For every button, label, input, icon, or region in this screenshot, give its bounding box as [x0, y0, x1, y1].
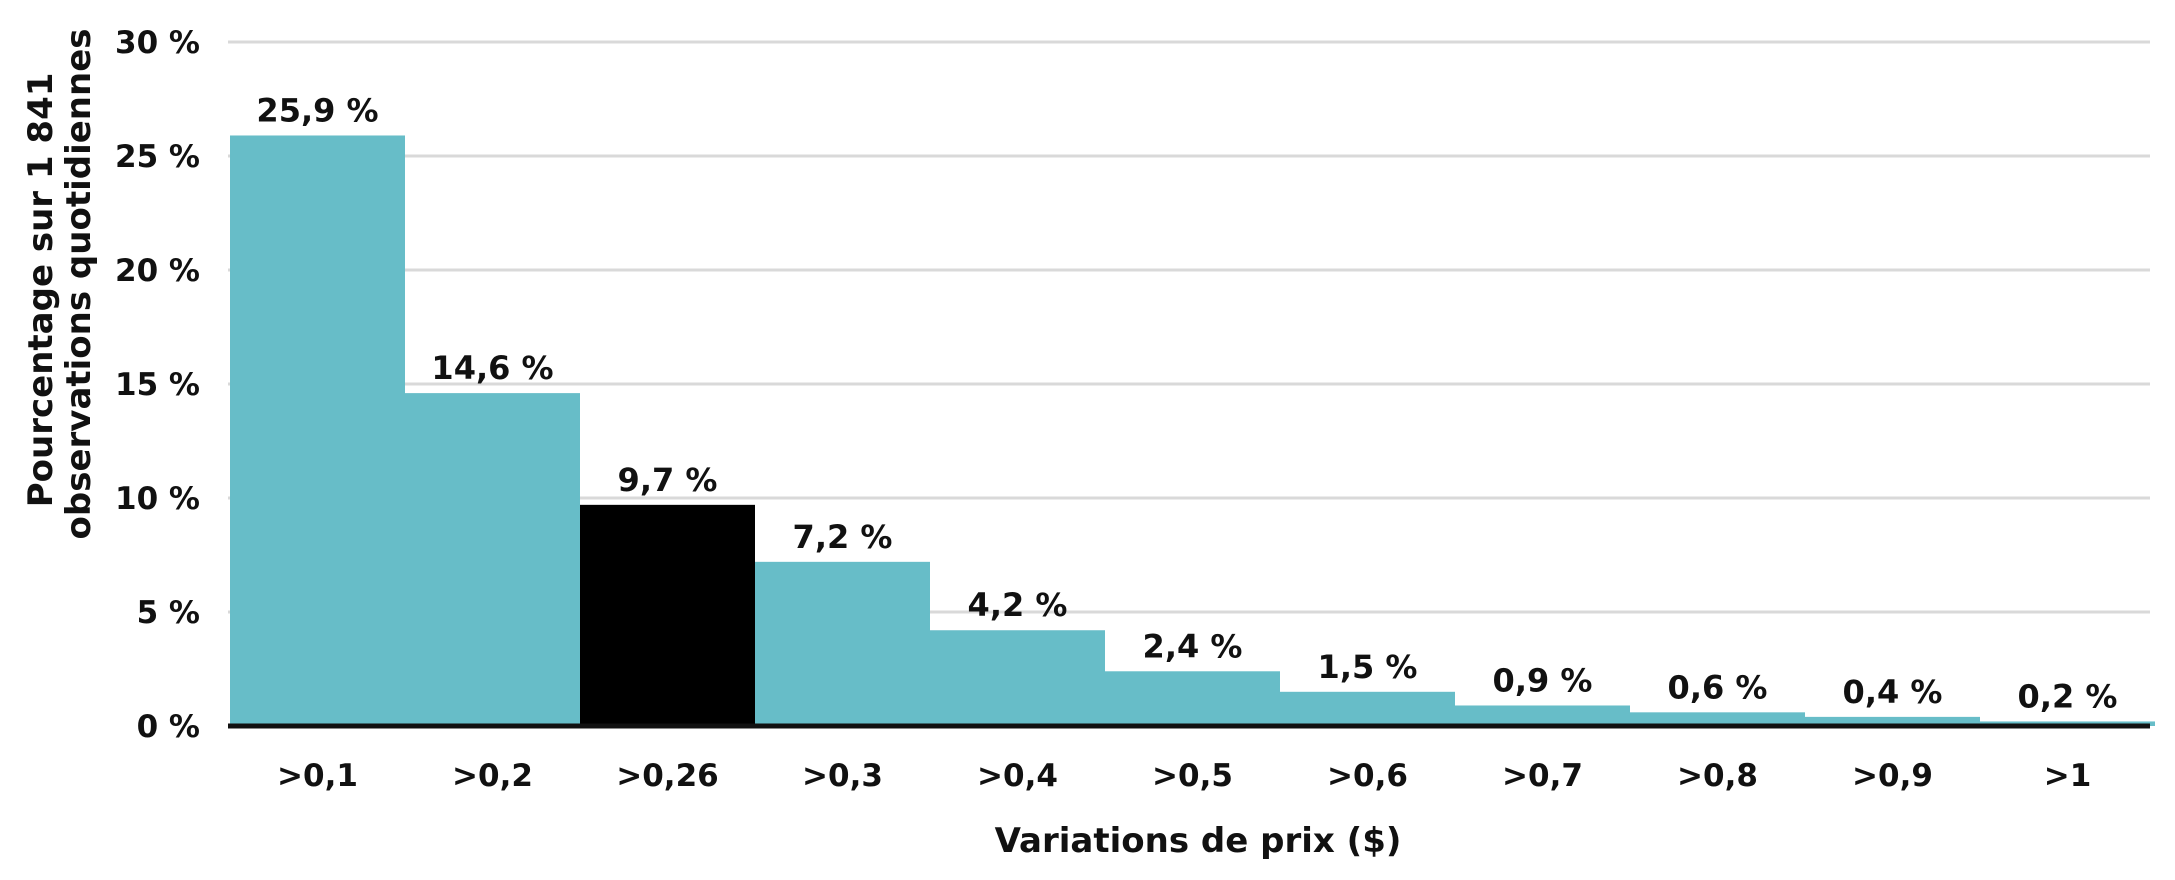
x-tick-label: >0,5	[1152, 758, 1233, 794]
bar-highlighted	[580, 504, 755, 726]
data-label: 14,6 %	[431, 349, 553, 387]
data-label: 1,5 %	[1318, 648, 1418, 686]
y-tick-label: 15 %	[115, 367, 200, 403]
x-tick-label: >0,9	[1852, 758, 1933, 794]
y-tick-label: 10 %	[115, 481, 200, 517]
bar	[1105, 671, 1280, 726]
x-tick-label: >0,3	[802, 758, 883, 794]
data-label: 7,2 %	[793, 518, 893, 556]
x-axis-title: Variations de prix ($)	[995, 821, 1402, 861]
x-tick-label: >0,7	[1502, 758, 1583, 794]
bar	[1455, 705, 1630, 726]
y-tick-label: 25 %	[115, 139, 200, 175]
data-labels: 25,9 % 14,6 % 9,7 % 7,2 % 4,2 % 2,4 % 1,5 % 0,9…	[256, 91, 2117, 715]
bar	[405, 393, 580, 726]
bar	[930, 630, 1105, 726]
data-label: 0,4 %	[1843, 673, 1943, 711]
bar	[755, 561, 930, 726]
y-axis-title-line-1: Pourcentage sur 1 841	[21, 73, 61, 508]
y-axis-title: Pourcentage sur 1 841 observations quoti…	[21, 29, 99, 540]
x-tick-label: >0,6	[1327, 758, 1408, 794]
x-tick-label: >0,2	[452, 758, 533, 794]
x-tick-label: >0,8	[1677, 758, 1758, 794]
y-tick-label: 20 %	[115, 253, 200, 289]
y-tick-label: 0 %	[137, 709, 200, 745]
data-label: 0,9 %	[1493, 661, 1593, 699]
bar	[1630, 712, 1805, 726]
data-label: 2,4 %	[1143, 627, 1243, 665]
bars	[230, 135, 2155, 727]
y-axis-ticks: 0 % 5 % 10 % 15 % 20 % 25 % 30 %	[115, 25, 200, 745]
data-label: 0,2 %	[2018, 677, 2118, 715]
y-tick-label: 5 %	[137, 595, 200, 631]
x-tick-label: >0,26	[616, 758, 718, 794]
bar	[1805, 716, 1980, 726]
x-axis-ticks: >0,1 >0,2 >0,26 >0,3 >0,4 >0,5 >0,6 >0,7 >0,8 >0,…	[277, 758, 2091, 794]
y-axis-title-line-2: observations quotidiennes	[59, 29, 99, 540]
bar	[1280, 691, 1455, 726]
bar	[230, 135, 405, 727]
data-label: 4,2 %	[968, 586, 1068, 624]
x-tick-label: >0,1	[277, 758, 358, 794]
data-label: 25,9 %	[256, 91, 378, 129]
y-tick-label: 30 %	[115, 25, 200, 61]
data-label: 9,7 %	[618, 461, 718, 499]
data-label: 0,6 %	[1668, 668, 1768, 706]
x-tick-label: >0,4	[977, 758, 1058, 794]
x-tick-label: >1	[2044, 758, 2092, 794]
